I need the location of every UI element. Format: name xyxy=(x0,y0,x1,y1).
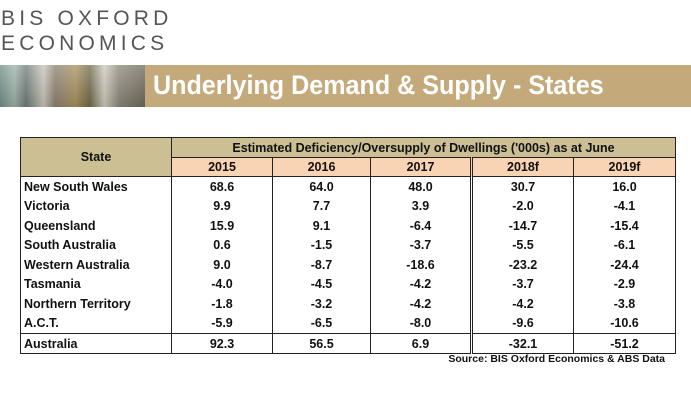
year-header: 2018f xyxy=(470,157,574,177)
value-cell: -1.8 xyxy=(171,294,273,314)
value-cell: -4.2 xyxy=(370,294,472,314)
value-cell: 64.0 xyxy=(272,176,371,197)
year-header: 2015 xyxy=(171,157,273,177)
state-cell: A.C.T. xyxy=(20,313,172,334)
value-cell: -4.2 xyxy=(470,294,574,314)
logo: BIS OXFORD ECONOMICS xyxy=(1,6,173,56)
value-cell: -3.2 xyxy=(272,294,371,314)
value-cell: 16.0 xyxy=(573,176,676,197)
value-cell: -4.0 xyxy=(171,274,273,294)
value-cell: -4.1 xyxy=(573,196,676,216)
table-row: Northern Territory -1.8 -3.2 -4.2 -4.2 -3.8 xyxy=(20,294,676,314)
value-cell: -15.4 xyxy=(573,216,676,236)
value-cell: 56.5 xyxy=(272,333,371,354)
value-cell: -4.5 xyxy=(272,274,371,294)
value-cell: -4.2 xyxy=(370,274,472,294)
value-cell: -2.0 xyxy=(470,196,574,216)
total-row: Australia 92.3 56.5 6.9 -32.1 -51.2 xyxy=(20,333,676,354)
value-cell: -14.7 xyxy=(470,216,574,236)
state-cell: Australia xyxy=(20,333,172,354)
value-cell: -6.5 xyxy=(272,313,371,334)
state-cell: New South Wales xyxy=(20,176,172,197)
year-header: 2017 xyxy=(370,157,472,177)
value-cell: 7.7 xyxy=(272,196,371,216)
value-cell: -24.4 xyxy=(573,255,676,275)
value-cell: -3.7 xyxy=(370,235,472,255)
logo-line-1: BIS OXFORD xyxy=(1,7,173,30)
value-cell: 9.1 xyxy=(272,216,371,236)
value-cell: -9.6 xyxy=(470,313,574,334)
state-cell: Tasmania xyxy=(20,274,172,294)
year-header: 2016 xyxy=(272,157,371,177)
value-cell: 9.9 xyxy=(171,196,273,216)
state-cell: Northern Territory xyxy=(20,294,172,314)
table-row: Tasmania -4.0 -4.5 -4.2 -3.7 -2.9 xyxy=(20,274,676,294)
group-header: Estimated Deficiency/Oversupply of Dwell… xyxy=(171,137,676,158)
value-cell: -3.7 xyxy=(470,274,574,294)
table-row: New South Wales 68.6 64.0 48.0 30.7 16.0 xyxy=(20,176,676,197)
value-cell: -5.9 xyxy=(171,313,273,334)
state-header: State xyxy=(20,137,172,177)
dwellings-table: State Estimated Deficiency/Oversupply of… xyxy=(20,137,676,354)
state-cell: South Australia xyxy=(20,235,172,255)
table-row: A.C.T. -5.9 -6.5 -8.0 -9.6 -10.6 xyxy=(20,313,676,334)
value-cell: -8.7 xyxy=(272,255,371,275)
state-cell: Western Australia xyxy=(20,255,172,275)
table-row: Victoria 9.9 7.7 3.9 -2.0 -4.1 xyxy=(20,196,676,216)
table-row: Queensland 15.9 9.1 -6.4 -14.7 -15.4 xyxy=(20,216,676,236)
table-row: Western Australia 9.0 -8.7 -18.6 -23.2 -24.4 xyxy=(20,255,676,275)
title-banner: Underlying Demand & Supply - States xyxy=(145,65,691,107)
source-note: Source: BIS Oxford Economics & ABS Data xyxy=(448,353,665,365)
value-cell: 3.9 xyxy=(370,196,472,216)
value-cell: -3.8 xyxy=(573,294,676,314)
value-cell: 48.0 xyxy=(370,176,472,197)
value-cell: -32.1 xyxy=(470,333,574,354)
value-cell: -51.2 xyxy=(573,333,676,354)
value-cell: 68.6 xyxy=(171,176,273,197)
value-cell: -2.9 xyxy=(573,274,676,294)
value-cell: -18.6 xyxy=(370,255,472,275)
value-cell: -6.4 xyxy=(370,216,472,236)
value-cell: 92.3 xyxy=(171,333,273,354)
value-cell: -5.5 xyxy=(470,235,574,255)
value-cell: -6.1 xyxy=(573,235,676,255)
value-cell: 0.6 xyxy=(171,235,273,255)
state-cell: Queensland xyxy=(20,216,172,236)
value-cell: -1.5 xyxy=(272,235,371,255)
page-title: Underlying Demand & Supply - States xyxy=(153,70,604,100)
value-cell: 6.9 xyxy=(370,333,472,354)
city-photo xyxy=(0,65,145,107)
logo-line-2: ECONOMICS xyxy=(1,32,169,55)
value-cell: -10.6 xyxy=(573,313,676,334)
value-cell: 30.7 xyxy=(470,176,574,197)
year-header: 2019f xyxy=(573,157,676,177)
value-cell: 15.9 xyxy=(171,216,273,236)
value-cell: -8.0 xyxy=(370,313,472,334)
state-cell: Victoria xyxy=(20,196,172,216)
value-cell: -23.2 xyxy=(470,255,574,275)
value-cell: 9.0 xyxy=(171,255,273,275)
table-row: South Australia 0.6 -1.5 -3.7 -5.5 -6.1 xyxy=(20,235,676,255)
